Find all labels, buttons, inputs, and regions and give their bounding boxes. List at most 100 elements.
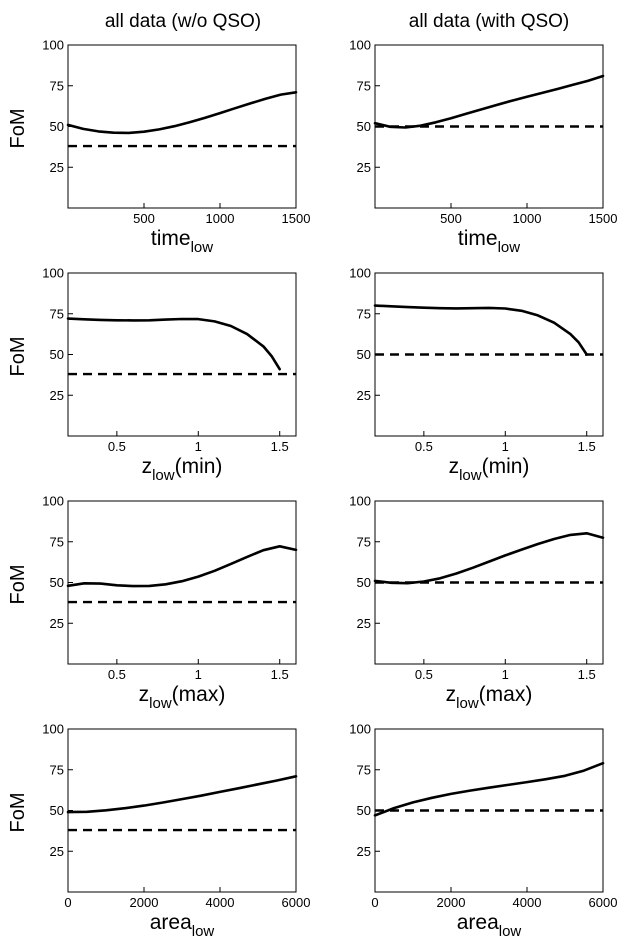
x-axis-label: timelow <box>151 227 213 256</box>
x-tick-label: 2000 <box>437 895 466 910</box>
x-axis-label-subscript: low <box>456 695 479 712</box>
y-tick-label: 75 <box>50 762 64 777</box>
y-tick-label: 25 <box>50 616 64 631</box>
y-axis-label: FoM <box>7 793 29 833</box>
x-axis-label: zlow(min) <box>142 455 223 484</box>
x-tick-label: 2000 <box>130 895 159 910</box>
y-axis-label: FoM <box>7 337 29 377</box>
x-axis-label-main: time <box>458 227 498 250</box>
x-axis-label: zlow(min) <box>449 455 530 484</box>
x-tick-label: 1 <box>195 667 202 682</box>
y-tick-label: 50 <box>50 119 64 134</box>
x-axis-label-suffix: (max) <box>479 683 533 706</box>
panel-3-1: 25 50 75 100 0 2000 4000 6000 arealow <box>349 722 617 941</box>
x-tick-label: 4000 <box>206 895 235 910</box>
x-tick-label: 1 <box>502 667 509 682</box>
x-tick-label: 1000 <box>206 211 235 226</box>
panel-3-0: 25 50 75 100 0 2000 4000 6000 FoM arealow <box>7 722 310 941</box>
y-tick-label: 25 <box>357 160 371 175</box>
y-tick-label: 100 <box>349 38 371 53</box>
x-tick-label: 1.5 <box>578 439 596 454</box>
y-tick-label: 100 <box>349 722 371 737</box>
y-tick-label: 25 <box>50 844 64 859</box>
y-tick-label: 75 <box>357 306 371 321</box>
y-tick-label: 25 <box>50 160 64 175</box>
column-title-left: all data (w/o QSO) <box>105 11 261 32</box>
x-axis-label-main: z <box>446 683 457 706</box>
y-tick-label: 75 <box>50 534 64 549</box>
x-axis-label: arealow <box>457 911 522 940</box>
panel-2-0: 25 50 75 100 0.5 1 1.5 FoM zlow(max) <box>7 494 298 712</box>
x-axis-label-subscript: low <box>191 239 214 256</box>
y-tick-label: 75 <box>357 534 371 549</box>
x-axis-label: arealow <box>150 911 215 940</box>
x-tick-label: 0 <box>371 895 378 910</box>
fom-series-line <box>373 761 605 817</box>
y-tick-label: 75 <box>357 762 371 777</box>
panel-2-1: 25 50 75 100 0.5 1 1.5 zlow(max) <box>349 494 605 712</box>
y-tick-label: 100 <box>42 266 64 281</box>
y-tick-label: 25 <box>357 844 371 859</box>
x-tick-label: 6000 <box>282 895 311 910</box>
x-tick-label: 1.5 <box>271 439 289 454</box>
x-axis-label: zlow(max) <box>139 683 226 712</box>
x-axis-label: zlow(max) <box>446 683 533 712</box>
x-axis-label-main: time <box>151 227 191 250</box>
fom-series-line <box>373 74 605 129</box>
x-axis-label-main: z <box>139 683 150 706</box>
plot-frame <box>67 44 297 209</box>
y-tick-label: 50 <box>50 347 64 362</box>
y-tick-label: 25 <box>357 388 371 403</box>
x-axis-label-main: z <box>449 455 460 478</box>
x-tick-label: 1 <box>195 439 202 454</box>
panel-1-0: 25 50 75 100 0.5 1 1.5 FoM zlow(min) <box>7 266 297 484</box>
x-axis-label-subscript: low <box>459 467 482 484</box>
column-title-right: all data (with QSO) <box>409 11 570 32</box>
x-axis-label: timelow <box>458 227 520 256</box>
x-tick-label: 0.5 <box>415 439 433 454</box>
fom-series-line <box>373 304 589 356</box>
x-axis-label-subscript: low <box>499 923 522 940</box>
y-axis-label: FoM <box>7 109 29 149</box>
y-axis-label: FoM <box>7 565 29 605</box>
y-tick-label: 50 <box>50 803 64 818</box>
panel-1-1: 25 50 75 100 0.5 1 1.5 zlow(min) <box>349 266 604 484</box>
fom-series-line <box>66 317 282 371</box>
y-tick-label: 75 <box>50 78 64 93</box>
y-tick-label: 25 <box>50 388 64 403</box>
fom-series-line <box>66 91 298 135</box>
y-tick-label: 50 <box>357 803 371 818</box>
x-tick-label: 0.5 <box>108 667 126 682</box>
y-tick-label: 100 <box>42 722 64 737</box>
y-tick-label: 100 <box>349 494 371 509</box>
y-tick-label: 50 <box>50 575 64 590</box>
x-tick-label: 0.5 <box>415 667 433 682</box>
x-axis-label-main: area <box>150 911 192 934</box>
x-tick-label: 1.5 <box>271 667 289 682</box>
x-axis-label-suffix: (min) <box>175 455 223 478</box>
y-tick-label: 25 <box>357 616 371 631</box>
x-axis-label-main: area <box>457 911 499 934</box>
panel-0-1: 25 50 75 100 500 1000 1500 timelow <box>349 38 617 257</box>
y-tick-label: 75 <box>357 78 371 93</box>
x-tick-label: 6000 <box>589 895 618 910</box>
x-tick-label: 1.5 <box>578 667 596 682</box>
y-tick-label: 50 <box>357 347 371 362</box>
y-tick-label: 100 <box>42 38 64 53</box>
x-axis-label-subscript: low <box>498 239 521 256</box>
y-tick-label: 100 <box>349 266 371 281</box>
x-axis-label-suffix: (min) <box>482 455 530 478</box>
fom-series-line <box>66 774 298 814</box>
y-tick-label: 50 <box>357 119 371 134</box>
x-tick-label: 1500 <box>282 211 311 226</box>
x-tick-label: 1 <box>502 439 509 454</box>
x-axis-label-subscript: low <box>192 923 215 940</box>
y-tick-label: 75 <box>50 306 64 321</box>
x-axis-label-subscript: low <box>152 467 175 484</box>
x-tick-label: 1000 <box>513 211 542 226</box>
y-tick-label: 50 <box>357 575 371 590</box>
x-axis-label-suffix: (max) <box>172 683 226 706</box>
x-axis-label-main: z <box>142 455 153 478</box>
